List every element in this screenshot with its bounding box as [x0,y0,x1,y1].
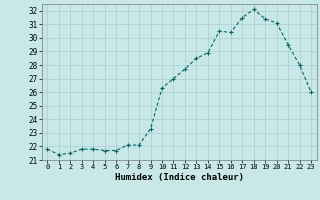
X-axis label: Humidex (Indice chaleur): Humidex (Indice chaleur) [115,173,244,182]
